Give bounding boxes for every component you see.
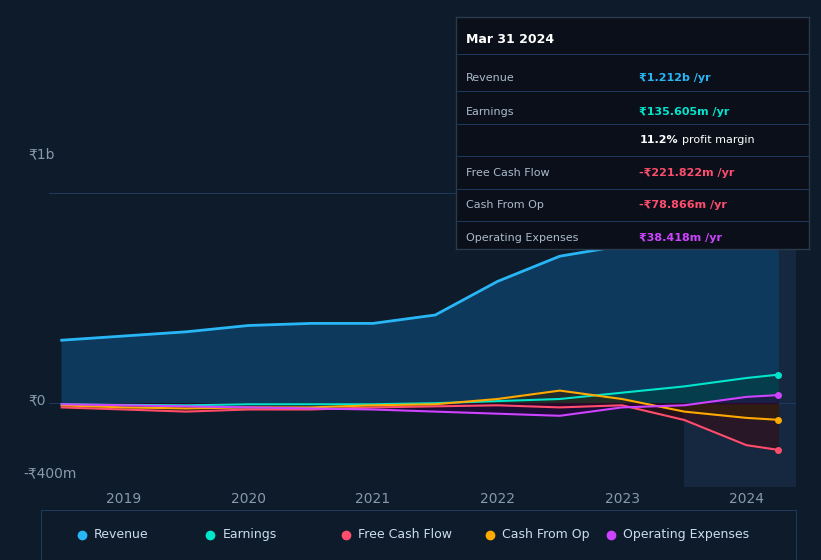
Text: Operating Expenses: Operating Expenses bbox=[622, 528, 749, 542]
Text: Free Cash Flow: Free Cash Flow bbox=[466, 168, 550, 178]
Bar bbox=[685, 151, 796, 487]
Text: Revenue: Revenue bbox=[466, 73, 515, 82]
Text: Cash From Op: Cash From Op bbox=[466, 200, 544, 211]
Text: ₹1.212b /yr: ₹1.212b /yr bbox=[640, 73, 711, 82]
Text: Earnings: Earnings bbox=[466, 108, 515, 118]
Text: Cash From Op: Cash From Op bbox=[502, 528, 589, 542]
Text: Operating Expenses: Operating Expenses bbox=[466, 233, 579, 243]
Text: Free Cash Flow: Free Cash Flow bbox=[358, 528, 452, 542]
Text: 11.2%: 11.2% bbox=[640, 136, 678, 146]
Text: ₹38.418m /yr: ₹38.418m /yr bbox=[640, 233, 722, 243]
Text: Mar 31 2024: Mar 31 2024 bbox=[466, 33, 554, 46]
Text: Earnings: Earnings bbox=[222, 528, 277, 542]
Text: ₹0: ₹0 bbox=[29, 393, 46, 408]
Text: -₹78.866m /yr: -₹78.866m /yr bbox=[640, 200, 727, 211]
Text: profit margin: profit margin bbox=[681, 136, 754, 146]
Text: ₹1b: ₹1b bbox=[29, 147, 55, 161]
Text: ₹135.605m /yr: ₹135.605m /yr bbox=[640, 108, 730, 118]
Text: Revenue: Revenue bbox=[94, 528, 149, 542]
Text: -₹400m: -₹400m bbox=[23, 466, 76, 480]
Text: -₹221.822m /yr: -₹221.822m /yr bbox=[640, 168, 735, 178]
